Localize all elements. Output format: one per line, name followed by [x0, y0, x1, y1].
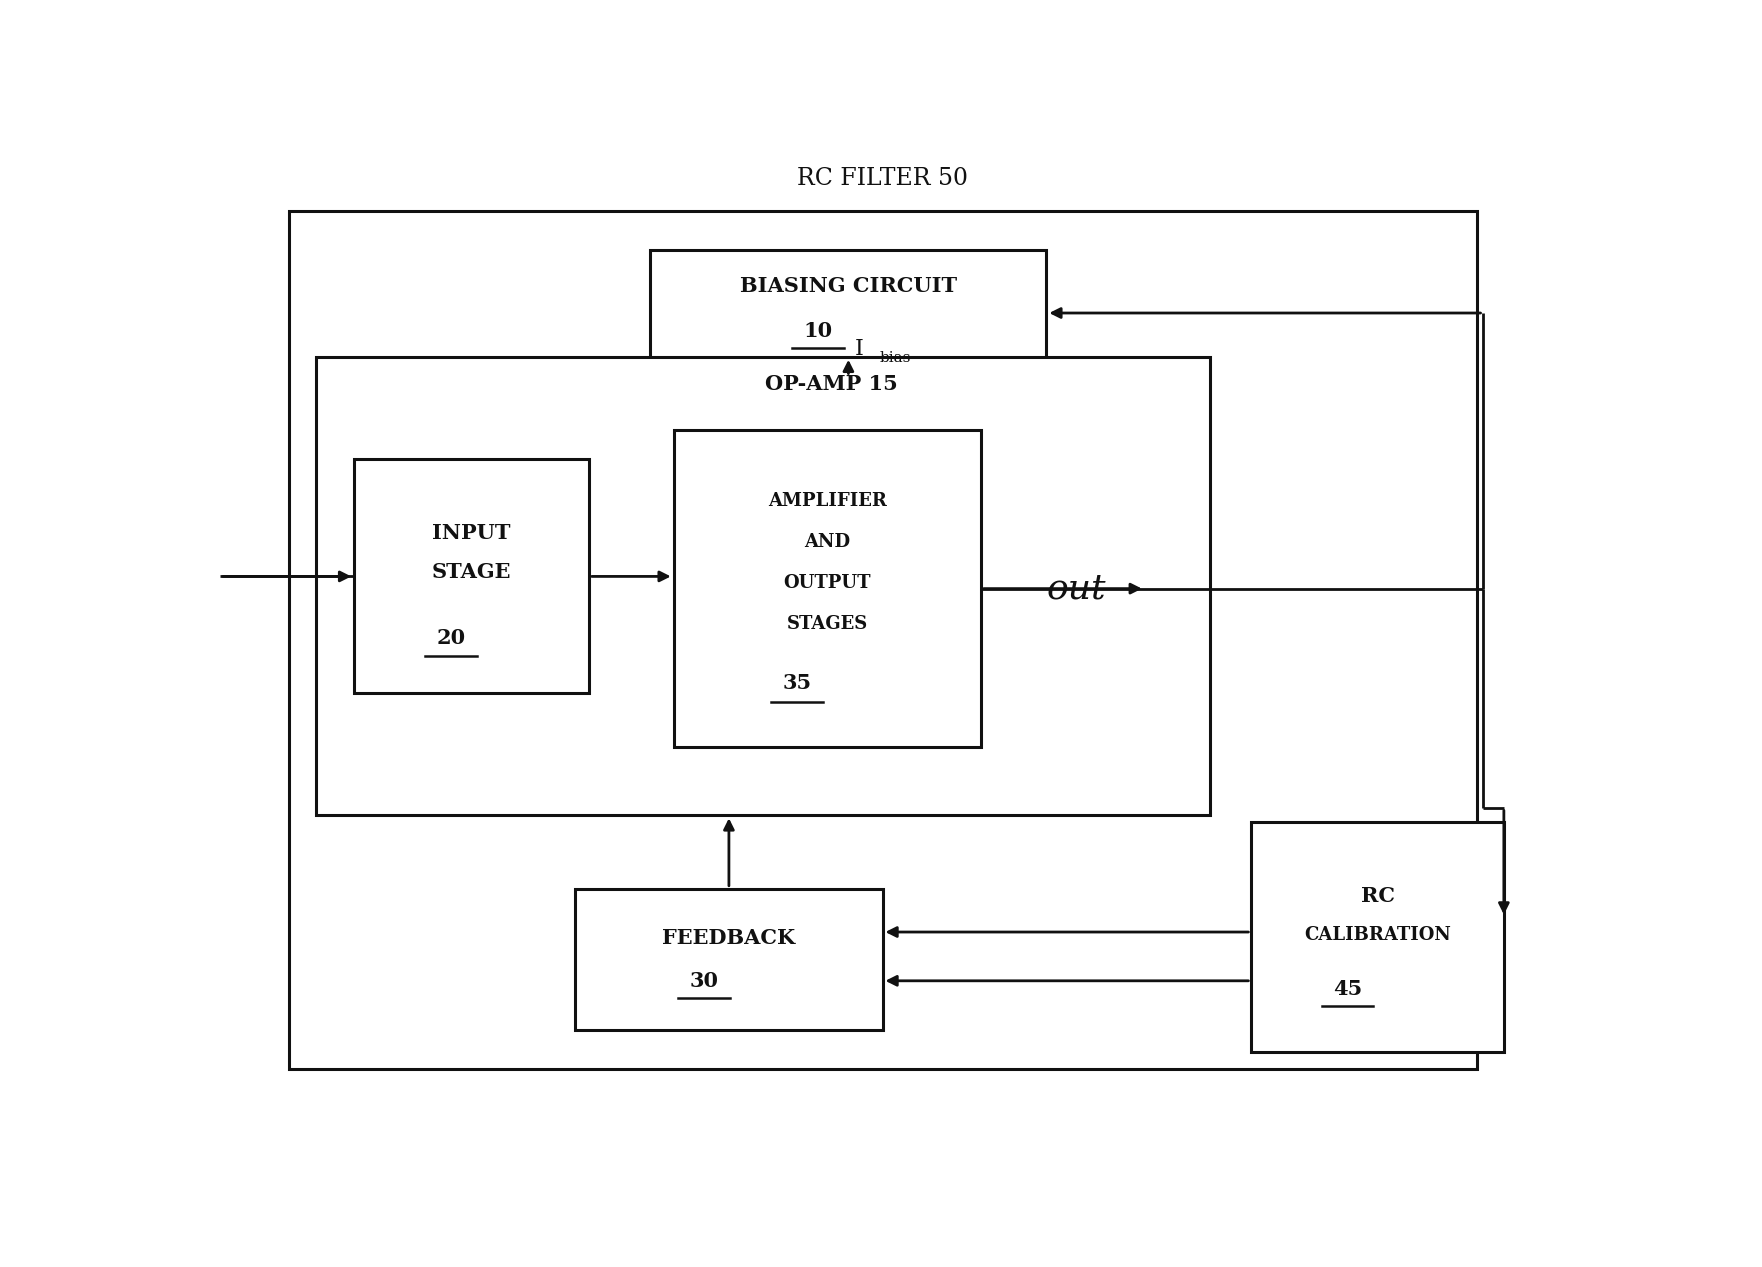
Text: AND: AND — [803, 533, 851, 551]
Bar — [673, 430, 981, 748]
Text: INPUT: INPUT — [432, 522, 511, 542]
Text: STAGES: STAGES — [786, 614, 869, 632]
Text: I: I — [855, 338, 863, 360]
Text: out: out — [1047, 571, 1107, 606]
Bar — [574, 888, 883, 1030]
Text: 10: 10 — [803, 321, 833, 341]
Text: FEEDBACK: FEEDBACK — [663, 927, 795, 948]
Bar — [1251, 822, 1503, 1052]
Text: RC FILTER 50: RC FILTER 50 — [796, 167, 967, 190]
Bar — [650, 250, 1047, 376]
Bar — [354, 460, 589, 693]
Text: 35: 35 — [782, 673, 812, 693]
Text: 45: 45 — [1332, 978, 1362, 998]
Text: STAGE: STAGE — [432, 561, 511, 582]
Text: 30: 30 — [691, 971, 719, 991]
Text: AMPLIFIER: AMPLIFIER — [768, 492, 886, 509]
Text: OP-AMP 15: OP-AMP 15 — [765, 374, 897, 394]
Text: RC: RC — [1360, 886, 1394, 906]
Text: OUTPUT: OUTPUT — [784, 574, 870, 592]
Text: bias: bias — [879, 351, 911, 365]
Bar — [315, 357, 1210, 816]
Text: 20: 20 — [437, 628, 465, 647]
Bar — [289, 210, 1477, 1069]
Text: BIASING CIRCUIT: BIASING CIRCUIT — [740, 276, 957, 295]
Text: CALIBRATION: CALIBRATION — [1304, 926, 1450, 944]
